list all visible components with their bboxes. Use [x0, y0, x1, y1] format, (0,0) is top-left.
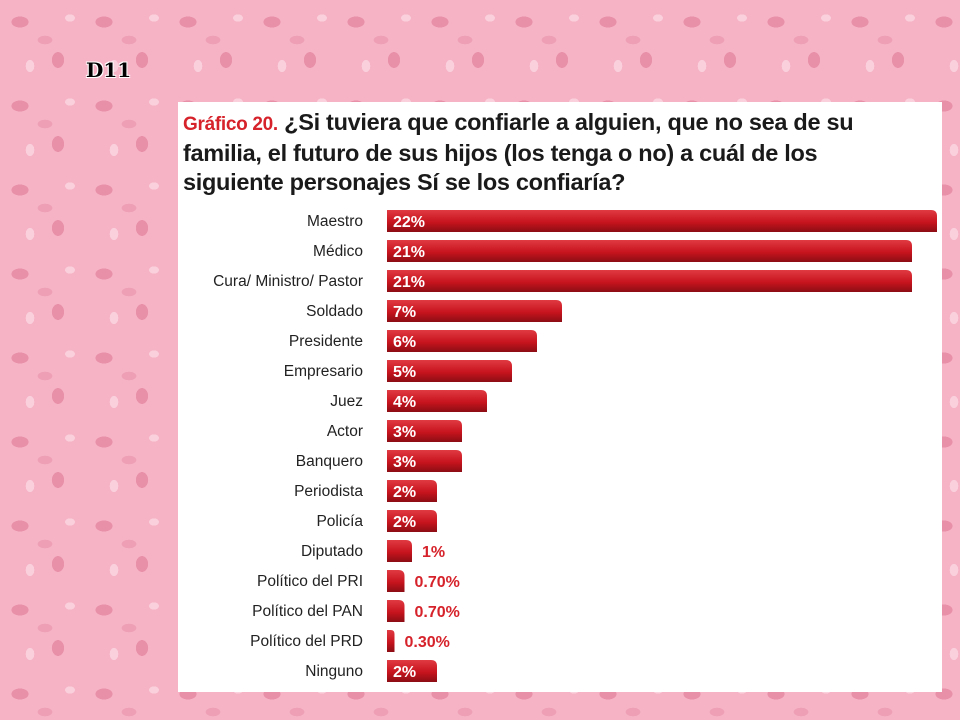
bar-row: Soldado 7%	[306, 300, 562, 322]
value-label: 3%	[393, 454, 416, 471]
bar-row: Actor 3%	[327, 420, 462, 442]
bar-row: Policía 2%	[316, 510, 437, 532]
bar	[387, 510, 437, 532]
category-label: Banquero	[296, 453, 363, 470]
value-label: 2%	[393, 664, 416, 681]
bar	[387, 300, 562, 322]
bar-row: Cura/ Ministro/ Pastor 21%	[213, 270, 912, 292]
value-label: 0.70%	[415, 604, 460, 621]
category-label: Soldado	[306, 303, 363, 320]
bar-row: Médico 21%	[313, 240, 912, 262]
bar	[387, 330, 537, 352]
bar	[387, 450, 462, 472]
category-label: Médico	[313, 243, 363, 260]
value-label: 0.30%	[405, 634, 450, 651]
category-label: Actor	[327, 423, 363, 440]
bar-row: Maestro 22%	[307, 210, 937, 232]
value-label: 0.70%	[415, 574, 460, 591]
bar-row: Diputado 1%	[301, 540, 445, 562]
category-label: Político del PRD	[250, 633, 363, 650]
slide-label: D11	[86, 58, 132, 82]
bar	[387, 390, 487, 412]
bar-row: Juez 4%	[330, 390, 487, 412]
bar-chart: Maestro 22%Médico 21%Cura/ Ministro/ Pasto…	[213, 210, 937, 682]
bar-row: Periodista 2%	[294, 480, 437, 502]
category-label: Ninguno	[305, 663, 363, 680]
bar	[387, 600, 405, 622]
value-label: 5%	[393, 364, 416, 381]
chart-panel: Gráfico 20. ¿Si tuviera que confiarle a …	[178, 102, 942, 692]
category-label: Diputado	[301, 543, 363, 560]
value-label: 22%	[393, 214, 425, 231]
category-label: Político del PRI	[257, 573, 363, 590]
bar-row: Político del PAN 0.70%	[252, 600, 460, 622]
category-label: Empresario	[284, 363, 363, 380]
value-label: 2%	[393, 514, 416, 531]
value-label: 21%	[393, 244, 425, 261]
bar	[387, 210, 937, 232]
bar	[387, 540, 412, 562]
bar	[387, 270, 912, 292]
chart-title: Gráfico 20. ¿Si tuviera que confiarle a …	[183, 108, 923, 197]
bar	[387, 360, 512, 382]
value-label: 7%	[393, 304, 416, 321]
category-label: Político del PAN	[252, 603, 363, 620]
bar-row: Banquero 3%	[296, 450, 462, 472]
value-label: 1%	[422, 544, 445, 561]
bar	[387, 660, 437, 682]
value-label: 6%	[393, 334, 416, 351]
bar-row: Presidente 6%	[289, 330, 537, 352]
category-label: Juez	[330, 393, 363, 410]
bar	[387, 480, 437, 502]
chart-title-prefix: Gráfico 20.	[183, 114, 278, 135]
category-label: Presidente	[289, 333, 363, 350]
value-label: 3%	[393, 424, 416, 441]
bar-row: Político del PRI 0.70%	[257, 570, 460, 592]
category-label: Periodista	[294, 483, 363, 500]
bar-row: Político del PRD 0.30%	[250, 630, 450, 652]
bar	[387, 240, 912, 262]
value-label: 2%	[393, 484, 416, 501]
category-label: Maestro	[307, 213, 363, 230]
bar	[387, 420, 462, 442]
bar-row: Empresario 5%	[284, 360, 512, 382]
value-label: 4%	[393, 394, 416, 411]
bar	[387, 630, 395, 652]
chart-title-text: ¿Si tuviera que confiarle a alguien, que…	[183, 109, 854, 195]
bar-row: Ninguno 2%	[305, 660, 437, 682]
category-label: Cura/ Ministro/ Pastor	[213, 273, 363, 290]
value-label: 21%	[393, 274, 425, 291]
bar	[387, 570, 405, 592]
category-label: Policía	[316, 513, 363, 530]
